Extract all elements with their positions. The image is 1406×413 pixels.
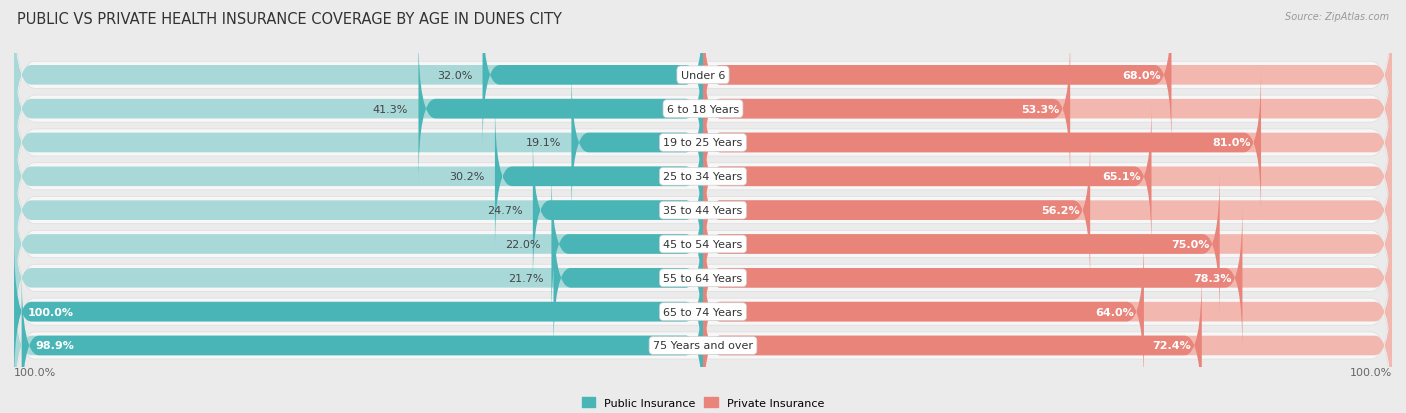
Text: 81.0%: 81.0% — [1212, 138, 1251, 148]
FancyBboxPatch shape — [14, 1, 703, 150]
FancyBboxPatch shape — [14, 21, 1392, 197]
FancyBboxPatch shape — [14, 123, 1392, 298]
Text: 78.3%: 78.3% — [1194, 273, 1232, 283]
FancyBboxPatch shape — [14, 35, 703, 184]
Text: 72.4%: 72.4% — [1153, 341, 1191, 351]
FancyBboxPatch shape — [21, 271, 703, 413]
FancyBboxPatch shape — [14, 271, 703, 413]
FancyBboxPatch shape — [703, 170, 1219, 319]
Text: 100.0%: 100.0% — [28, 307, 75, 317]
FancyBboxPatch shape — [14, 190, 1392, 366]
Text: 100.0%: 100.0% — [1350, 367, 1392, 377]
Text: 19 to 25 Years: 19 to 25 Years — [664, 138, 742, 148]
Text: 25 to 34 Years: 25 to 34 Years — [664, 172, 742, 182]
FancyBboxPatch shape — [703, 136, 1392, 285]
Text: 35 to 44 Years: 35 to 44 Years — [664, 206, 742, 216]
FancyBboxPatch shape — [14, 89, 1392, 265]
FancyBboxPatch shape — [703, 69, 1261, 218]
Text: 65 to 74 Years: 65 to 74 Years — [664, 307, 742, 317]
FancyBboxPatch shape — [703, 271, 1202, 413]
FancyBboxPatch shape — [703, 1, 1171, 150]
FancyBboxPatch shape — [14, 0, 1392, 164]
Text: PUBLIC VS PRIVATE HEALTH INSURANCE COVERAGE BY AGE IN DUNES CITY: PUBLIC VS PRIVATE HEALTH INSURANCE COVER… — [17, 12, 562, 27]
Text: 19.1%: 19.1% — [526, 138, 561, 148]
Text: 64.0%: 64.0% — [1095, 307, 1133, 317]
Text: 41.3%: 41.3% — [373, 104, 408, 114]
Text: 75.0%: 75.0% — [1171, 240, 1209, 249]
FancyBboxPatch shape — [703, 271, 1392, 413]
FancyBboxPatch shape — [571, 69, 703, 218]
Text: 45 to 54 Years: 45 to 54 Years — [664, 240, 742, 249]
FancyBboxPatch shape — [703, 35, 1070, 184]
FancyBboxPatch shape — [14, 237, 703, 387]
Text: 30.2%: 30.2% — [450, 172, 485, 182]
Text: 32.0%: 32.0% — [437, 71, 472, 81]
FancyBboxPatch shape — [14, 224, 1392, 400]
Text: Under 6: Under 6 — [681, 71, 725, 81]
FancyBboxPatch shape — [703, 204, 1243, 353]
Text: 22.0%: 22.0% — [506, 240, 541, 249]
FancyBboxPatch shape — [419, 35, 703, 184]
Text: 68.0%: 68.0% — [1122, 71, 1161, 81]
FancyBboxPatch shape — [14, 55, 1392, 231]
FancyBboxPatch shape — [703, 204, 1392, 353]
FancyBboxPatch shape — [703, 69, 1392, 218]
Text: Source: ZipAtlas.com: Source: ZipAtlas.com — [1285, 12, 1389, 22]
FancyBboxPatch shape — [703, 1, 1392, 150]
FancyBboxPatch shape — [14, 204, 703, 353]
Text: 56.2%: 56.2% — [1042, 206, 1080, 216]
Text: 6 to 18 Years: 6 to 18 Years — [666, 104, 740, 114]
FancyBboxPatch shape — [551, 170, 703, 319]
FancyBboxPatch shape — [554, 204, 703, 353]
Legend: Public Insurance, Private Insurance: Public Insurance, Private Insurance — [578, 393, 828, 412]
Text: 24.7%: 24.7% — [486, 206, 523, 216]
FancyBboxPatch shape — [14, 170, 703, 319]
FancyBboxPatch shape — [14, 102, 703, 252]
FancyBboxPatch shape — [533, 136, 703, 285]
Text: 53.3%: 53.3% — [1022, 104, 1060, 114]
FancyBboxPatch shape — [14, 136, 703, 285]
FancyBboxPatch shape — [14, 69, 703, 218]
FancyBboxPatch shape — [703, 35, 1392, 184]
FancyBboxPatch shape — [703, 237, 1392, 387]
FancyBboxPatch shape — [703, 170, 1392, 319]
FancyBboxPatch shape — [703, 237, 1144, 387]
Text: 98.9%: 98.9% — [35, 341, 75, 351]
FancyBboxPatch shape — [703, 136, 1090, 285]
FancyBboxPatch shape — [14, 237, 703, 387]
Text: 55 to 64 Years: 55 to 64 Years — [664, 273, 742, 283]
FancyBboxPatch shape — [703, 102, 1392, 252]
FancyBboxPatch shape — [703, 102, 1152, 252]
Text: 21.7%: 21.7% — [508, 273, 543, 283]
FancyBboxPatch shape — [495, 102, 703, 252]
FancyBboxPatch shape — [14, 157, 1392, 332]
Text: 65.1%: 65.1% — [1102, 172, 1142, 182]
Text: 75 Years and over: 75 Years and over — [652, 341, 754, 351]
Text: 100.0%: 100.0% — [14, 367, 56, 377]
FancyBboxPatch shape — [482, 1, 703, 150]
FancyBboxPatch shape — [14, 258, 1392, 413]
